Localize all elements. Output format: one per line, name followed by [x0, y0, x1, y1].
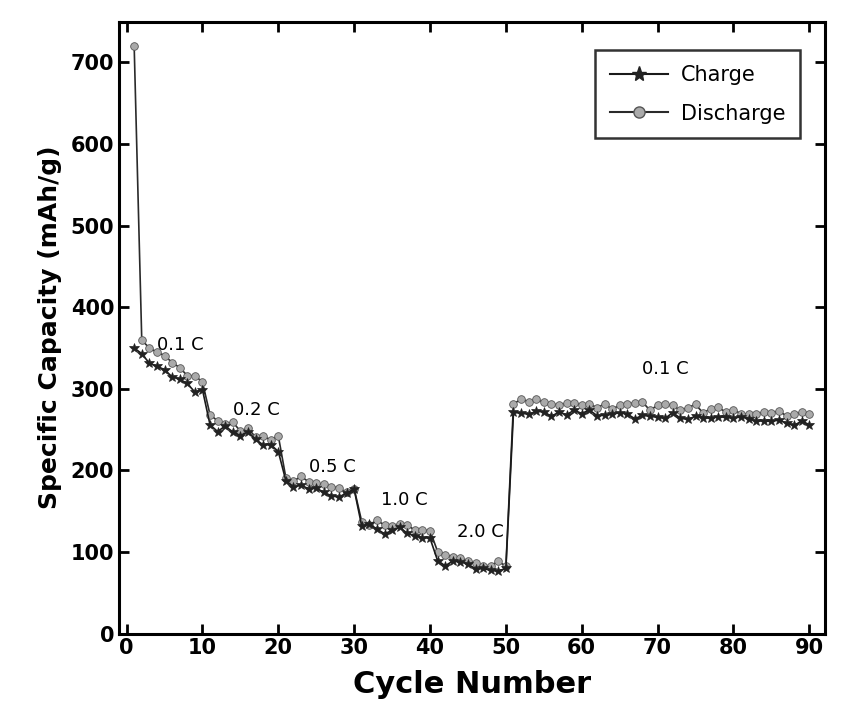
Discharge	[713, 403, 723, 412]
Y-axis label: Specific Capacity (mAh/g): Specific Capacity (mAh/g)	[38, 146, 62, 509]
Discharge	[334, 484, 344, 492]
Discharge	[220, 420, 230, 428]
Text: 0.5 C: 0.5 C	[309, 458, 355, 476]
Charge	[804, 420, 814, 429]
Line: Discharge: Discharge	[130, 42, 813, 570]
Charge	[698, 413, 708, 422]
Charge	[713, 412, 723, 420]
Text: 1.0 C: 1.0 C	[381, 490, 428, 508]
X-axis label: Cycle Number: Cycle Number	[353, 670, 591, 698]
Text: 2.0 C: 2.0 C	[456, 523, 503, 541]
Legend: Charge, Discharge: Charge, Discharge	[596, 50, 800, 138]
Discharge	[781, 412, 791, 420]
Charge	[781, 419, 791, 428]
Charge	[493, 567, 503, 575]
Text: 0.1 C: 0.1 C	[643, 360, 689, 378]
Charge	[334, 492, 344, 501]
Text: 0.2 C: 0.2 C	[233, 401, 280, 419]
Discharge	[804, 409, 814, 418]
Line: Charge: Charge	[129, 343, 814, 576]
Discharge	[607, 405, 617, 413]
Discharge	[698, 409, 708, 418]
Text: 0.1 C: 0.1 C	[157, 336, 203, 354]
Charge	[220, 422, 230, 431]
Charge	[129, 343, 139, 352]
Discharge	[501, 562, 511, 570]
Charge	[607, 410, 617, 418]
Discharge	[129, 42, 139, 50]
